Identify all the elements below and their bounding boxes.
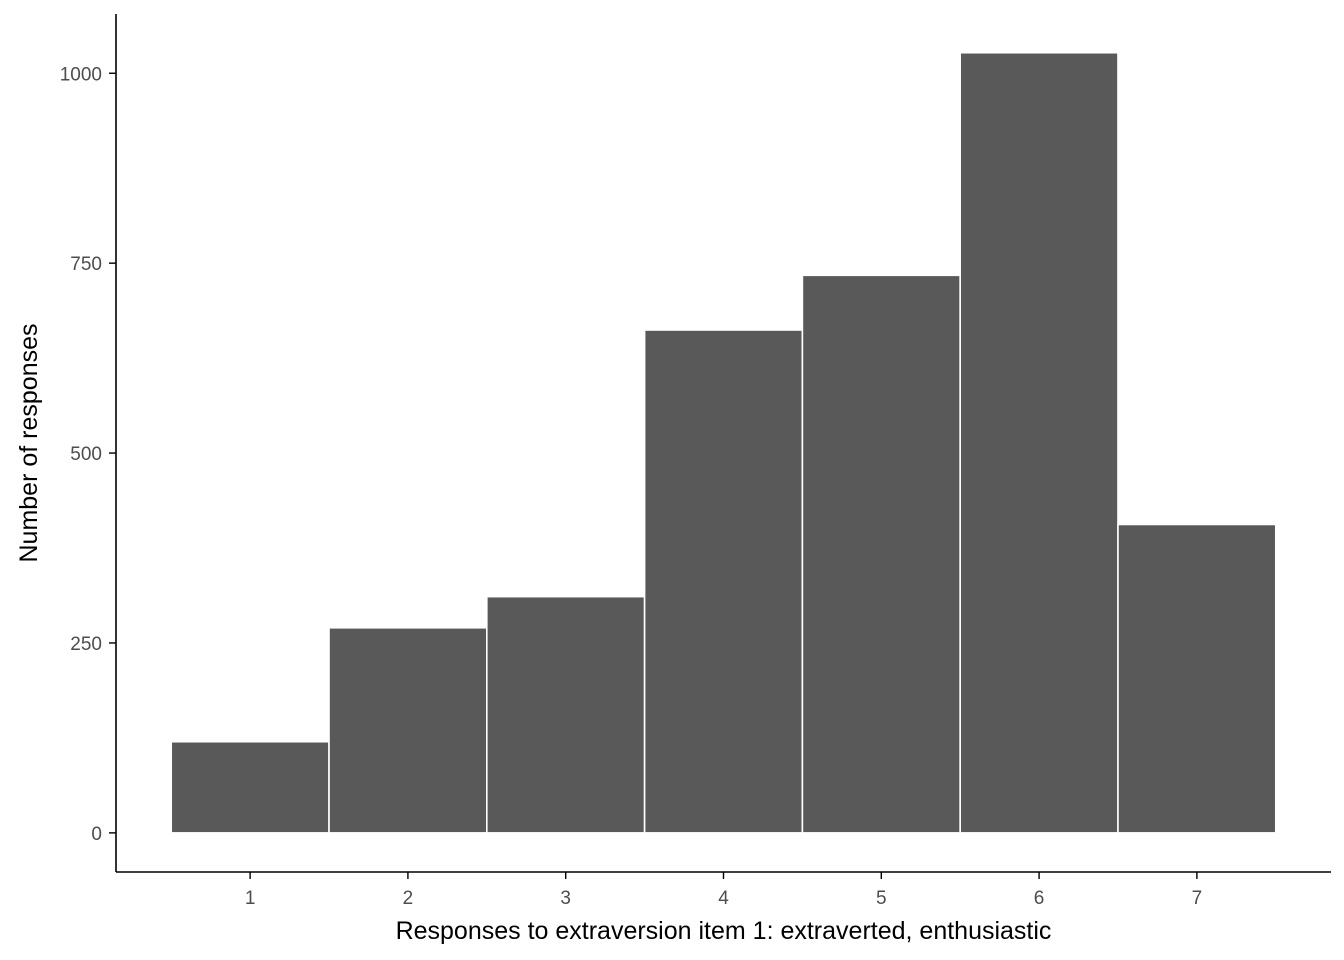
x-axis-ticks: 1 2 3 4 5 6 7: [245, 872, 1202, 909]
x-axis-title: Responses to extraversion item 1: extrav…: [396, 917, 1052, 945]
bar-2: [328, 626, 488, 834]
bar-7: [1117, 523, 1277, 834]
bar-1: [170, 740, 330, 834]
y-tick-label: 250: [70, 634, 102, 655]
x-tick-label: 1: [245, 888, 256, 909]
y-axis-ticks: 0 250 500 750 1000: [60, 64, 116, 845]
x-tick-label: 2: [403, 888, 414, 909]
y-tick-label: 500: [70, 444, 102, 465]
bar-6: [959, 51, 1119, 834]
bar-3: [486, 595, 646, 834]
y-tick-label: 1000: [60, 64, 102, 85]
x-tick-label: 4: [718, 888, 729, 909]
y-axis-title: Number of responses: [15, 323, 43, 562]
x-tick-label: 3: [560, 888, 571, 909]
y-tick-label: 750: [70, 254, 102, 275]
bar-4: [643, 329, 804, 834]
bar-5: [801, 274, 961, 834]
y-tick-label: 0: [91, 824, 102, 845]
x-tick-label: 6: [1034, 888, 1045, 909]
x-tick-label: 7: [1192, 888, 1203, 909]
x-tick-label: 5: [876, 888, 887, 909]
bars-layer: [170, 51, 1277, 834]
